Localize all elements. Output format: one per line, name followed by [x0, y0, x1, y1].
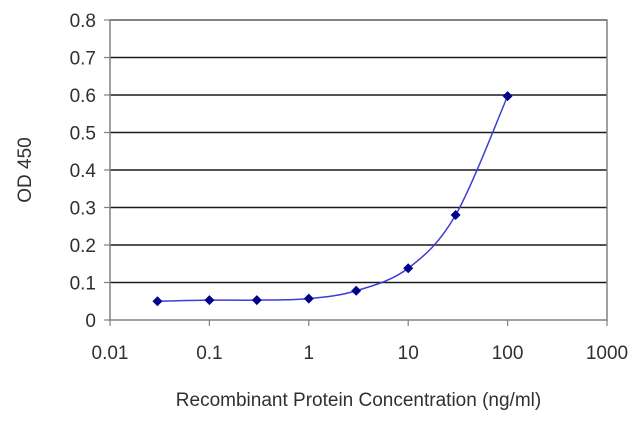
x-axis-title: Recombinant Protein Concentration (ng/ml… [176, 390, 541, 411]
y-tick-label: 0.5 [70, 124, 96, 145]
y-tick-label: 0 [85, 311, 96, 332]
data-point [450, 210, 461, 220]
y-axis-title: OD 450 [15, 137, 36, 202]
y-tick-label: 0.6 [70, 86, 96, 107]
y-axis-tick-labels: 0 0.1 0.2 0.3 0.4 0.5 0.6 0.7 0.8 [70, 11, 97, 332]
series-fit-curve [157, 95, 509, 302]
y-tick-label: 0.8 [70, 11, 96, 32]
x-tick-label: 100 [492, 343, 524, 364]
data-point [403, 263, 414, 274]
x-tick-label: 0.1 [196, 343, 222, 364]
data-point [204, 295, 215, 306]
x-tick-label: 0.01 [92, 343, 129, 364]
y-tick-label: 0.3 [70, 199, 96, 220]
data-point [351, 285, 362, 296]
y-tick-label: 0.7 [70, 49, 96, 70]
y-tick-label: 0.4 [70, 161, 97, 182]
y-tick-label: 0.2 [70, 236, 96, 257]
x-tick-label: 1 [304, 343, 315, 364]
data-point [251, 295, 262, 306]
series-points [152, 91, 513, 307]
x-axis-tick-labels: 0.01 0.1 1 10 100 1000 [92, 343, 629, 364]
gridlines [110, 19, 607, 284]
axis-ticks [104, 19, 608, 326]
x-tick-label: 10 [398, 343, 419, 364]
data-point [502, 91, 513, 102]
data-point [303, 293, 314, 304]
y-tick-label: 0.1 [70, 274, 96, 295]
x-tick-label: 1000 [586, 343, 628, 364]
data-point [152, 296, 163, 307]
